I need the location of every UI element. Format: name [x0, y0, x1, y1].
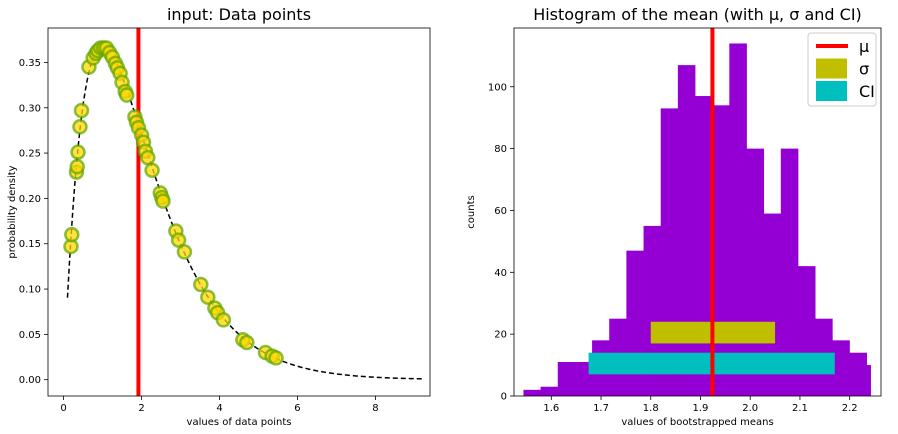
y-tick-label: 0.10 [19, 285, 41, 296]
data-point [64, 226, 80, 243]
x-tick-label: 8 [372, 403, 378, 414]
y-tick-label: 0.00 [19, 375, 41, 386]
left-plot-area [63, 28, 423, 396]
histogram-bar [695, 96, 713, 396]
left-plot-frame [47, 27, 431, 397]
data-point [155, 193, 171, 209]
right-plot-frame [513, 27, 882, 397]
y-tick-label: 20 [494, 330, 507, 341]
histogram-bar [557, 361, 576, 396]
data-point [215, 312, 232, 328]
legend: μσ CI [807, 32, 877, 107]
y-tick-label: 80 [494, 144, 507, 155]
right-x-axis-label: values of bootstrapped means [621, 417, 773, 428]
data-point [144, 162, 160, 179]
data-points-chart: input: Data points 0 2 4 6 8 0.00 0.05 0.10 0.1… [7, 5, 431, 428]
data-point [176, 244, 193, 260]
histogram-bar [729, 43, 747, 396]
data-point [239, 334, 255, 351]
x-tick-label: 1.7 [593, 403, 609, 414]
x-tick-label: 4 [216, 403, 222, 414]
y-tick-label: 0.20 [19, 194, 41, 205]
histogram-bar [523, 389, 542, 396]
histogram-chart: Histogram of the mean (with μ, σ and CI)… [466, 5, 882, 428]
y-tick-label: 0 [501, 392, 507, 403]
histogram-bar [780, 148, 799, 396]
right-chart-title: Histogram of the mean (with μ, σ and CI) [533, 5, 862, 24]
y-tick-label: 0.25 [19, 149, 41, 160]
histogram-bar [866, 365, 871, 396]
left-y-axis-label: probability density [7, 165, 18, 258]
x-tick-label: 2.0 [742, 403, 758, 414]
left-y-axis-ticks: 0.00 0.05 0.10 0.15 0.20 0.25 0.30 0.35 [19, 58, 48, 386]
right-plot-area [523, 28, 871, 397]
left-x-axis-label: values of data points [187, 417, 292, 428]
y-tick-label: 100 [488, 82, 507, 93]
x-tick-label: 2 [138, 403, 144, 414]
legend-label: CI [859, 82, 875, 101]
legend-label: σ [859, 60, 869, 79]
x-tick-label: 6 [294, 403, 300, 414]
x-tick-label: 0 [60, 403, 66, 414]
data-point [72, 119, 88, 135]
data-point [73, 102, 90, 119]
x-tick-label: 2.2 [842, 403, 858, 414]
data-point [140, 149, 156, 166]
histogram-bar [797, 266, 816, 396]
x-tick-label: 1.6 [543, 403, 559, 414]
data-point [268, 350, 284, 366]
y-tick-label: 0.05 [19, 330, 41, 341]
y-tick-label: 0.30 [19, 103, 41, 114]
data-point [193, 276, 209, 293]
y-tick-label: 0.35 [19, 58, 41, 69]
right-y-axis-label: counts [466, 195, 477, 228]
y-tick-label: 0.15 [19, 239, 41, 250]
legend-swatch [816, 81, 847, 101]
histogram-bar [763, 213, 782, 396]
right-x-axis-ticks: 1.6 1.7 1.8 1.9 2.0 2.1 2.2 [543, 396, 858, 414]
left-x-axis-ticks: 0 2 4 6 8 [60, 396, 379, 414]
x-tick-label: 2.1 [792, 403, 808, 414]
data-point [118, 87, 135, 103]
left-chart-title: input: Data points [167, 5, 311, 24]
y-tick-label: 40 [494, 268, 507, 279]
data-point [170, 232, 187, 248]
data-point [69, 158, 85, 175]
histogram-bar [712, 105, 730, 397]
legend-label: μ [859, 37, 869, 56]
right-y-axis-ticks: 0 20 40 60 80 100 [488, 82, 514, 403]
histogram-bar [849, 352, 867, 396]
x-tick-label: 1.8 [643, 403, 659, 414]
data-point [200, 289, 216, 305]
histogram-bar [540, 386, 559, 396]
histogram-bar [574, 361, 593, 396]
x-tick-label: 1.9 [693, 403, 709, 414]
legend-swatch [816, 58, 847, 79]
histogram-bar [832, 340, 850, 396]
histogram-bar [677, 65, 696, 396]
data-point [70, 144, 86, 160]
y-tick-label: 60 [494, 206, 507, 217]
